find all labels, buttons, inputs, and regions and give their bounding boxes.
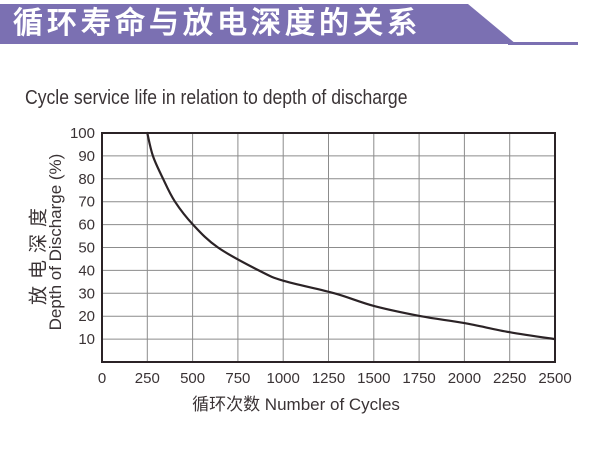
y-axis-label-en: Depth of Discharge (%) bbox=[46, 153, 65, 331]
x-tick-label: 1750 bbox=[402, 370, 435, 387]
x-tick-label: 250 bbox=[135, 370, 160, 387]
cycle-life-curve bbox=[146, 131, 557, 341]
header-banner-tail-line bbox=[508, 41, 578, 45]
x-tick-label: 2250 bbox=[493, 370, 526, 387]
x-tick-label: 750 bbox=[225, 370, 250, 387]
y-tick-label: 20 bbox=[78, 308, 95, 325]
y-tick-label: 80 bbox=[78, 171, 95, 188]
chart-title: Cycle service life in relation to depth … bbox=[25, 87, 408, 109]
x-tick-label: 1500 bbox=[357, 370, 390, 387]
x-tick-label: 2000 bbox=[448, 370, 481, 387]
y-tick-label: 30 bbox=[78, 285, 95, 302]
header-banner: 循环寿命与放电深度的关系 bbox=[0, 4, 516, 44]
plot-border bbox=[101, 132, 556, 363]
header-banner-title: 循环寿命与放电深度的关系 bbox=[13, 7, 421, 40]
y-tick-label: 70 bbox=[78, 194, 95, 211]
x-tick-label: 500 bbox=[180, 370, 205, 387]
y-tick-label: 60 bbox=[78, 217, 95, 234]
x-tick-label: 0 bbox=[98, 370, 106, 387]
y-tick-label: 50 bbox=[78, 240, 95, 257]
y-tick-label: 90 bbox=[78, 148, 95, 165]
y-tick-label: 40 bbox=[78, 262, 95, 279]
x-axis-label: 循环次数 Number of Cycles bbox=[192, 395, 400, 414]
x-tick-label: 1000 bbox=[267, 370, 300, 387]
y-tick-label: 10 bbox=[78, 331, 95, 348]
y-tick-label: 100 bbox=[70, 125, 95, 142]
x-tick-label: 1250 bbox=[312, 370, 345, 387]
x-tick-label: 2500 bbox=[538, 370, 571, 387]
